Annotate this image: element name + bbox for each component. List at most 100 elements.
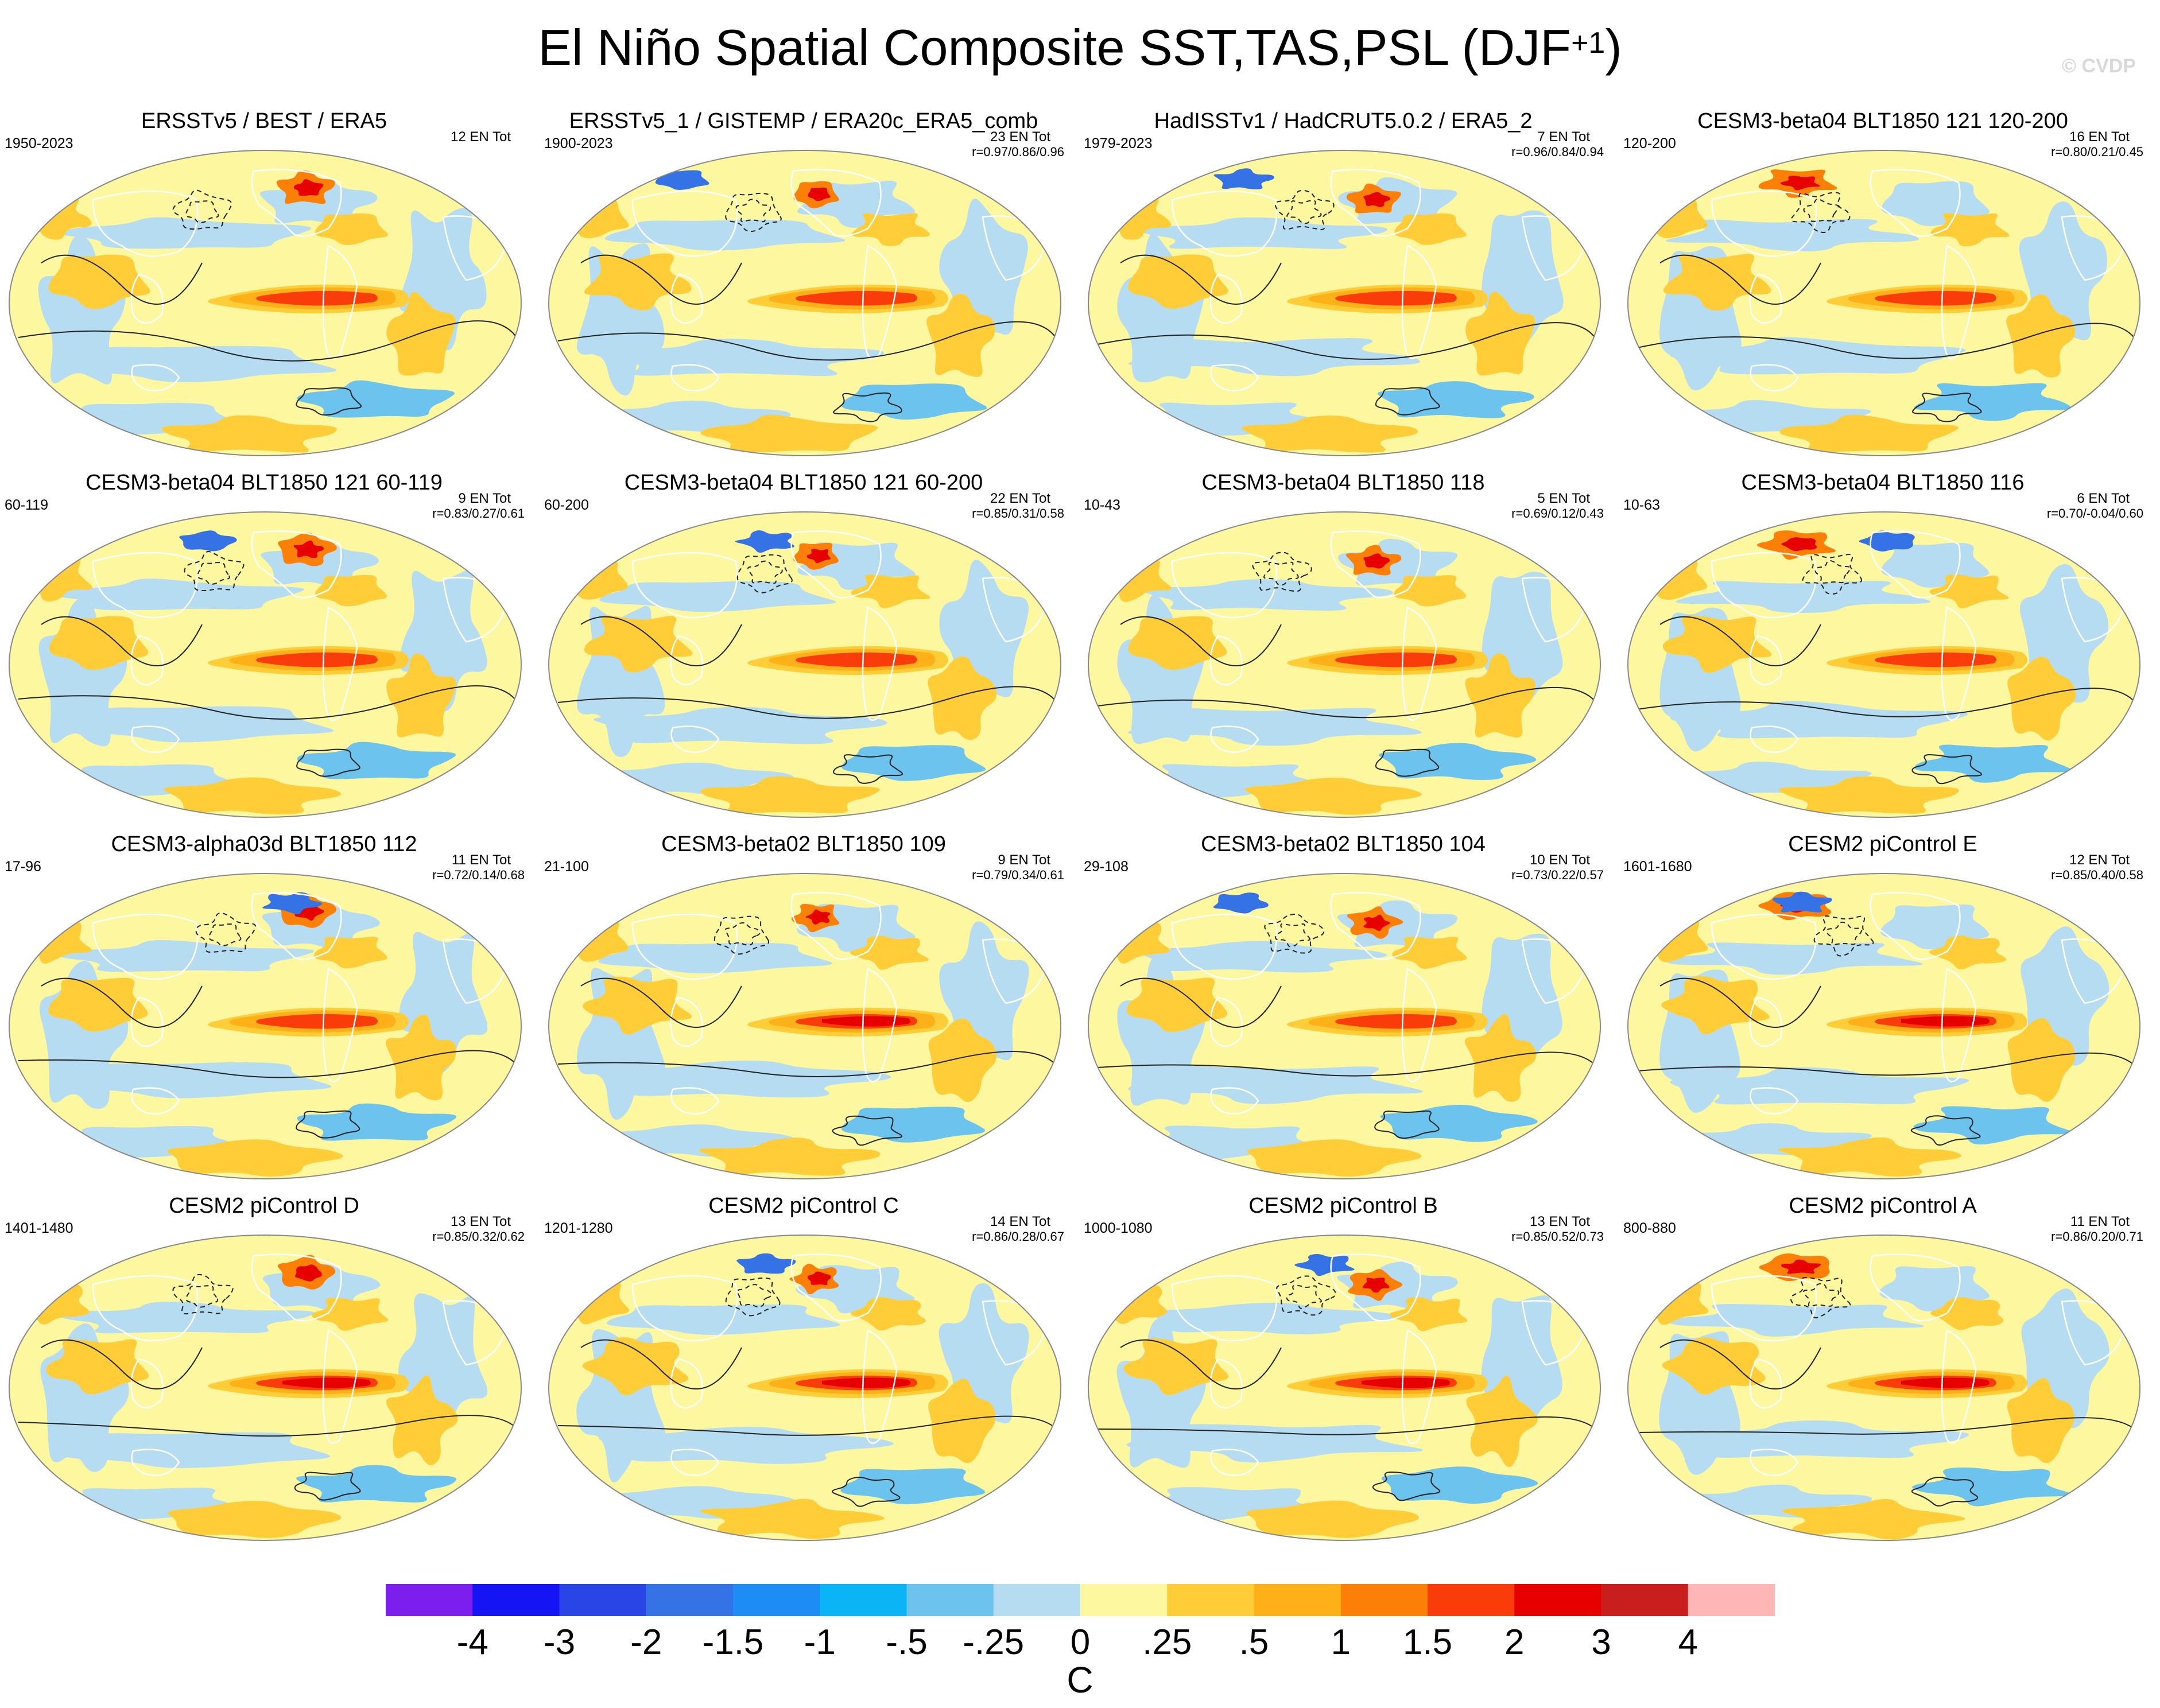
psl-positive-contour bbox=[1910, 1115, 1981, 1146]
panel-years: 120-200 bbox=[1623, 135, 1676, 152]
coastline bbox=[1870, 530, 1961, 599]
psl-negative-contour bbox=[735, 199, 771, 223]
panel-title: CESM2 piControl A bbox=[1789, 1194, 1977, 1218]
panel-title: HadISSTv1 / HadCRUT5.0.2 / ERA5_2 bbox=[1154, 109, 1533, 133]
panel-years: 60-119 bbox=[5, 497, 48, 513]
cool-anomaly bbox=[841, 383, 987, 420]
colorbar-tick-label: 2 bbox=[1504, 1622, 1525, 1662]
coastline bbox=[1171, 552, 1278, 619]
cool-anomaly bbox=[398, 1293, 488, 1437]
arctic-cold-anomaly bbox=[1859, 530, 1915, 552]
colorbar-tick-label: -1.5 bbox=[702, 1622, 764, 1662]
map-border bbox=[1627, 1235, 2140, 1541]
coastline bbox=[92, 552, 199, 619]
warm-anomaly bbox=[1128, 616, 1227, 670]
composite-map bbox=[1627, 1235, 2140, 1541]
colorbar-tick-label: -1 bbox=[804, 1622, 836, 1662]
panel-pattern-correlation: r=0.86/0.28/0.67 bbox=[972, 1229, 1064, 1244]
panel-title: CESM3-beta02 BLT1850 109 bbox=[661, 832, 946, 856]
panel-en-count: 5 EN Tot bbox=[1537, 491, 1590, 506]
coastline bbox=[1171, 913, 1278, 980]
map-panel: CESM3-beta04 BLT1850 118 10-43 5 EN Tot r=0… bbox=[1079, 448, 1607, 821]
colorbar-swatch bbox=[1080, 1584, 1168, 1616]
coastline bbox=[631, 1275, 738, 1342]
watermark: © CVDP bbox=[2062, 55, 2136, 77]
coastline bbox=[862, 968, 898, 1082]
coastline bbox=[1210, 1449, 1259, 1476]
figure-title: El Niño Spatial Composite SST,TAS,PSL (D… bbox=[0, 16, 2160, 79]
panel-title: CESM3-alpha03d BLT1850 112 bbox=[111, 832, 417, 856]
coastline bbox=[1401, 968, 1437, 1082]
warm-anomaly bbox=[1662, 615, 1772, 673]
coastline bbox=[1711, 1275, 1817, 1342]
colorbar-tick-label: .25 bbox=[1142, 1622, 1192, 1662]
coastline bbox=[862, 1329, 898, 1444]
psl-positive-contour bbox=[41, 977, 203, 1028]
panel-en-count: 16 EN Tot bbox=[2069, 129, 2130, 145]
psl-negative-contour bbox=[725, 192, 782, 232]
panel-title: CESM3-beta04 BLT1850 121 60-200 bbox=[624, 471, 983, 495]
map-border bbox=[548, 150, 1061, 456]
cool-anomaly bbox=[1913, 1106, 2072, 1145]
warm-anomaly bbox=[46, 1339, 149, 1395]
psl-positive-contour bbox=[1659, 254, 1821, 305]
panel-en-count: 11 EN Tot bbox=[2070, 1214, 2130, 1229]
warm-anomaly bbox=[2007, 657, 2076, 741]
nino-tongue-core bbox=[256, 1014, 378, 1029]
panel-pattern-correlation: r=0.83/0.27/0.61 bbox=[432, 506, 525, 521]
colorbar-swatch bbox=[733, 1584, 820, 1616]
psl-negative-contour bbox=[1274, 189, 1335, 230]
map-panel: CESM3-beta04 BLT1850 121 60-119 60-119 9 E… bbox=[0, 448, 528, 821]
warm-anomaly bbox=[928, 1379, 996, 1464]
psl-negative-contour bbox=[184, 551, 245, 592]
warm-anomaly bbox=[1779, 414, 1959, 452]
arctic-warm-core bbox=[805, 909, 831, 925]
cool-anomaly bbox=[596, 1060, 891, 1098]
arctic-warm-core bbox=[1780, 176, 1820, 191]
coastline bbox=[1750, 1449, 1799, 1476]
psl-negative-contour bbox=[1286, 200, 1322, 224]
coastline bbox=[670, 1087, 720, 1115]
colorbar-tick-label: .5 bbox=[1239, 1622, 1269, 1662]
psl-positive-contour bbox=[1097, 686, 1600, 719]
map-panel: ERSSTv5 / BEST / ERA5 1950-2023 12 EN Tot bbox=[0, 86, 528, 459]
cool-anomaly bbox=[398, 207, 487, 351]
psl-positive-contour bbox=[1912, 393, 1982, 422]
warm-anomaly bbox=[1929, 935, 2007, 970]
map-border bbox=[548, 1235, 1061, 1541]
nino-tongue-core bbox=[1875, 652, 1996, 667]
psl-positive-contour bbox=[832, 1115, 903, 1146]
cool-anomaly bbox=[1131, 764, 1328, 798]
psl-positive-contour bbox=[1372, 1471, 1441, 1501]
composite-map bbox=[1088, 873, 1601, 1179]
coastline bbox=[1401, 1329, 1437, 1444]
panel-title: CESM2 piControl B bbox=[1248, 1194, 1438, 1218]
coastline bbox=[131, 1449, 180, 1476]
psl-positive-contour bbox=[1659, 1339, 1821, 1389]
cool-anomaly bbox=[59, 217, 312, 249]
nino-tongue-core bbox=[1335, 290, 1457, 306]
psl-negative-contour bbox=[736, 554, 793, 593]
nino-tongue-core bbox=[796, 652, 917, 667]
colorbar-swatch bbox=[820, 1584, 907, 1616]
arctic-warm-core bbox=[806, 549, 831, 564]
arctic-cold-anomaly bbox=[1213, 168, 1274, 189]
colorbar-tick-label: 3 bbox=[1591, 1622, 1611, 1662]
warm-anomaly bbox=[1930, 213, 2010, 247]
cool-anomaly bbox=[1377, 381, 1534, 418]
psl-positive-contour bbox=[294, 1472, 361, 1501]
colorbar-swatch bbox=[1428, 1584, 1515, 1616]
coastline bbox=[1870, 892, 1961, 960]
coastline bbox=[131, 725, 180, 753]
nino-tongue-max bbox=[822, 1377, 910, 1388]
coastline bbox=[862, 606, 898, 721]
colorbar-tick-label: -.5 bbox=[886, 1622, 928, 1662]
panel-years: 1201-1280 bbox=[544, 1220, 613, 1236]
panel-title: CESM2 piControl D bbox=[169, 1194, 359, 1218]
panel-en-count: 6 EN Tot bbox=[2077, 491, 2130, 506]
arctic-warm-core bbox=[1363, 192, 1391, 207]
cool-anomaly bbox=[1381, 1466, 1538, 1504]
cool-anomaly bbox=[1667, 1304, 1925, 1337]
coastline bbox=[92, 913, 199, 980]
colorbar-tick-label: -2 bbox=[630, 1622, 662, 1662]
